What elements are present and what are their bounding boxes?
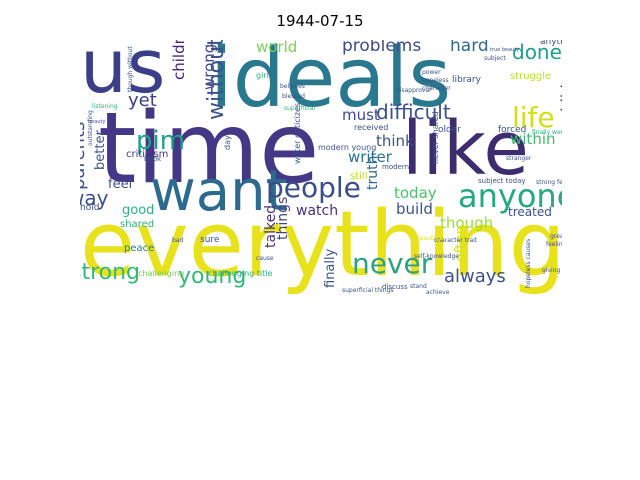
cloud-word: modern: [382, 163, 410, 171]
cloud-word: never shared: [431, 111, 440, 164]
cloud-word: want: [150, 159, 288, 224]
cloud-word: character trait: [434, 237, 478, 244]
cloud-word: hopeless: [422, 77, 449, 84]
cloud-word: power: [422, 69, 441, 76]
cloud-word: self-knowledge: [414, 253, 459, 260]
cloud-word: giving: [542, 267, 561, 274]
cloud-word: character: [422, 85, 451, 92]
cloud-word: girl: [256, 71, 269, 80]
cloud-word: never: [352, 247, 433, 280]
cloud-word: feeling: [546, 241, 562, 248]
cloud-word: true beauty: [490, 47, 520, 53]
cloud-word: strong feeling: [536, 179, 562, 186]
cloud-word: way: [80, 186, 109, 210]
cloud-word: wrong: [200, 43, 218, 90]
cloud-word: peace: [124, 243, 155, 254]
cloud-word: hold: [80, 203, 100, 213]
cloud-word: beauty: [88, 119, 106, 125]
cloud-word: still: [350, 171, 368, 182]
cloud-word: think: [376, 132, 414, 150]
cloud-word: child: [558, 84, 562, 120]
cloud-word: modern young: [318, 143, 377, 152]
cloud-word: good: [122, 203, 155, 218]
cloud-word: finally: [323, 248, 338, 288]
cloud-word: cause: [256, 255, 274, 262]
cloud-word: listening: [92, 103, 118, 110]
cloud-word: received: [354, 123, 389, 132]
cloud-word: build: [396, 200, 433, 218]
cloud-word: problems: [342, 40, 422, 56]
cloud-word: anyone: [458, 177, 562, 215]
cloud-word: library: [452, 75, 481, 85]
cloud-word: like: [402, 106, 529, 192]
cloud-word: time: [98, 92, 320, 206]
cloud-word: better: [93, 130, 108, 170]
cloud-word: superficial: [284, 105, 315, 112]
cloud-word: life: [512, 101, 555, 134]
cloud-word: believes: [280, 83, 305, 90]
cloud-word: anything: [540, 40, 562, 47]
cloud-word: always: [444, 266, 506, 287]
cloud-word: done: [512, 40, 562, 64]
cloud-word: within: [510, 130, 556, 148]
figure-title: 1944-07-15: [276, 12, 364, 30]
cloud-word: must: [342, 106, 380, 124]
cloud-word: book: [144, 155, 162, 163]
cloud-word: though without: [127, 46, 134, 92]
cloud-word: world: [256, 40, 298, 56]
cloud-word: feel: [108, 177, 133, 192]
cloud-word: bad: [172, 237, 184, 244]
cloud-word: achieve: [426, 289, 450, 295]
cloud-word: finally went: [532, 129, 562, 136]
cloud-word: pim: [136, 126, 186, 156]
cloud-word: forced: [498, 125, 527, 135]
cloud-word: people: [266, 171, 361, 204]
cloud-word: young: [178, 264, 247, 289]
word-cloud: time everything ideals like us want people anyo…: [80, 40, 562, 294]
cloud-word: older: [438, 125, 461, 135]
cloud-word: difficult: [376, 100, 451, 124]
cloud-word: watch: [296, 203, 339, 219]
cloud-word: subject today: [478, 177, 526, 185]
cloud-word: day: [223, 135, 232, 150]
cloud-word: stand: [410, 283, 427, 290]
cloud-word: outstanding: [87, 110, 94, 146]
cloud-word: challenging: [138, 269, 185, 278]
cloud-word: superficial things: [342, 287, 394, 294]
cloud-word: writer criticizes: [293, 102, 302, 164]
cloud-word: great deal: [550, 233, 562, 240]
cloud-word: hard: [450, 40, 489, 56]
cloud-word: truth: [365, 155, 381, 190]
cloud-word: beautiful: [416, 235, 443, 242]
cloud-word: though: [440, 214, 494, 232]
cloud-word: today: [394, 184, 437, 202]
cloud-word: struggle: [510, 71, 552, 82]
cloud-word: writer: [348, 148, 392, 166]
cloud-word: disapproval: [396, 87, 431, 94]
cloud-word: criticism: [126, 149, 169, 160]
cloud-word: treated: [508, 205, 552, 219]
cloud-word: blessed: [282, 93, 305, 100]
cloud-word: yet: [128, 90, 157, 111]
cloud-word: stranger: [506, 155, 532, 162]
cloud-word: shared: [120, 219, 155, 230]
cloud-word: subject: [484, 55, 506, 62]
cloud-word: discuss: [382, 283, 408, 291]
cloud-word: sure: [200, 235, 220, 245]
cloud-word: talked: [263, 204, 279, 248]
cloud-word: challenging title: [208, 269, 273, 278]
cloud-word: children: [170, 40, 188, 80]
cloud-word: hopeless causes: [525, 238, 532, 288]
cloud-word: ideals: [210, 40, 452, 126]
cloud-word: us: [80, 40, 166, 110]
cloud-word: everything: [80, 192, 562, 294]
cloud-word: strong: [80, 260, 141, 285]
